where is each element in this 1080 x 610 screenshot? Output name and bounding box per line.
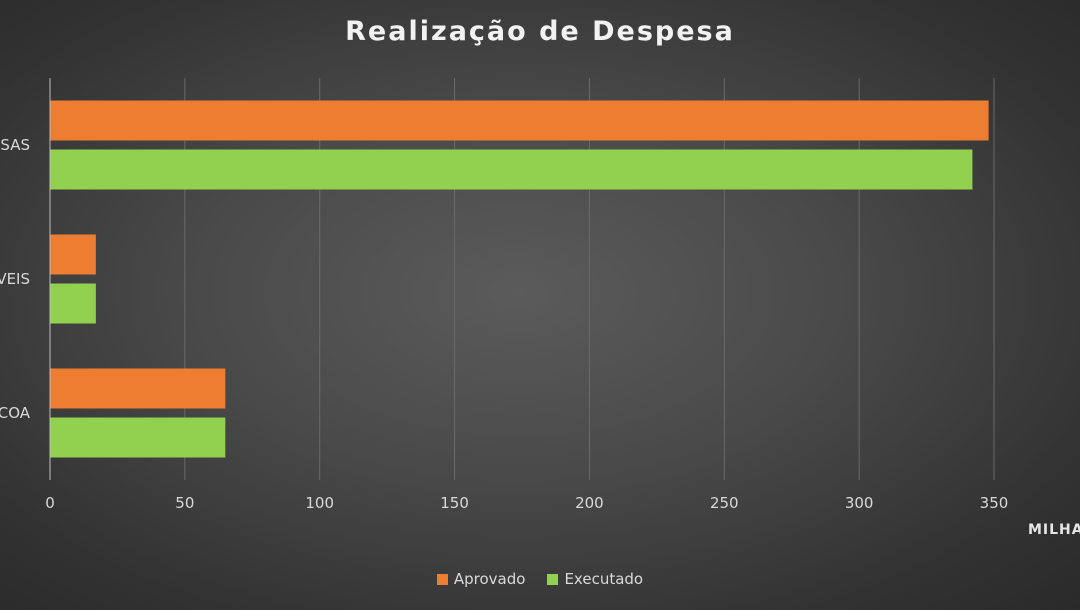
gridlines — [184, 78, 995, 480]
category-label-sas: SAS — [0, 136, 30, 154]
x-tick-label: 100 — [305, 494, 334, 512]
bar-executado-sas — [50, 149, 973, 190]
legend-label-executado: Executado — [564, 570, 644, 588]
bars — [50, 100, 989, 458]
legend-entry-executado: Executado — [547, 570, 643, 588]
bar-executado-veis — [50, 283, 96, 324]
category-label-coa: COA — [0, 404, 31, 422]
category-label-veis: VEIS — [0, 270, 30, 288]
bar-aprovado-sas — [50, 100, 989, 141]
bar-executado-coa — [50, 417, 226, 458]
x-tick-label: 300 — [845, 494, 874, 512]
x-tick-label: 350 — [980, 494, 1009, 512]
x-axis-unit-label: MILHA — [1028, 522, 1080, 538]
legend-swatch-executado — [547, 573, 559, 585]
x-tick-label: 150 — [440, 494, 469, 512]
bar-aprovado-coa — [50, 368, 226, 409]
category-labels: SAS VEIS COA — [0, 136, 31, 422]
x-tick-label: 250 — [710, 494, 739, 512]
bar-aprovado-veis — [50, 234, 96, 275]
tick-labels: 0 50 100 150 200 250 300 350 — [45, 494, 1008, 512]
chart-title: Realização de Despesa — [345, 16, 735, 47]
legend: Aprovado Executado — [0, 570, 1080, 588]
x-tick-label: 0 — [45, 494, 55, 512]
x-tick-label: 200 — [575, 494, 604, 512]
x-tick-label: 50 — [175, 494, 194, 512]
legend-label-aprovado: Aprovado — [453, 570, 526, 588]
legend-entry-aprovado: Aprovado — [436, 570, 526, 588]
legend-swatch-aprovado — [436, 573, 448, 585]
